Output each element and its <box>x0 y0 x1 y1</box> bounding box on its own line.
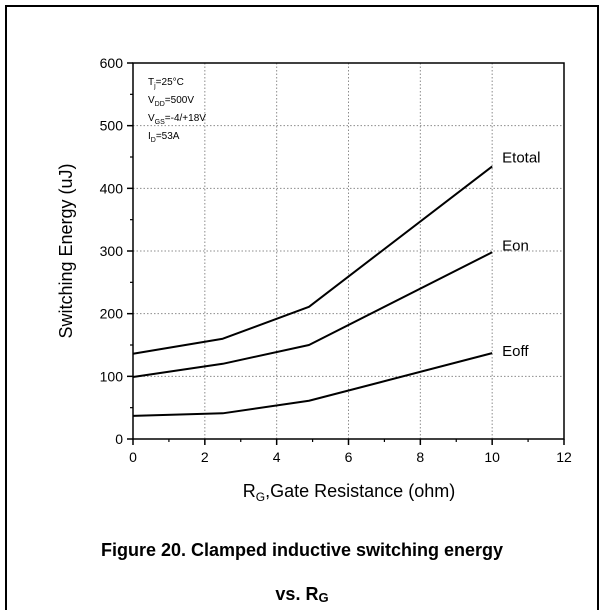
y-axis-label: Switching Energy (uJ) <box>56 163 76 338</box>
y-tick-label: 200 <box>100 306 124 322</box>
annotation-subscript: D <box>151 137 156 144</box>
x-tick-label: 8 <box>416 449 424 465</box>
annotation-value: =53A <box>156 131 180 142</box>
annotation-subscript: DD <box>155 101 165 108</box>
figure-caption-line2-main: vs. R <box>275 584 319 604</box>
annotation-symbol: T <box>148 77 154 88</box>
series-group: Etotal Eon Eoff <box>132 149 541 417</box>
figure-caption-line2: vs. RG <box>0 584 604 605</box>
annotation-line: Tj=25°C <box>148 77 184 90</box>
x-tick-label: 4 <box>273 449 281 465</box>
y-tick-label: 100 <box>100 368 124 384</box>
x-axis-label-main: R <box>243 481 256 501</box>
series-label-etotal: Etotal <box>502 149 540 166</box>
y-tick-label: 600 <box>100 55 124 71</box>
x-tick-label: 12 <box>556 449 572 465</box>
annotation-line: ID=53A <box>148 131 180 144</box>
y-tick-label: 0 <box>115 431 123 447</box>
annotation-line: VGS=-4/+18V <box>148 113 206 126</box>
series-label-eon: Eon <box>502 237 529 254</box>
figure-caption-line1: Figure 20. Clamped inductive switching e… <box>100 540 504 560</box>
annotation-line: VDD=500V <box>148 95 194 108</box>
figure-frame <box>5 5 599 610</box>
annotation-symbol: V <box>148 95 155 106</box>
y-tick-label: 500 <box>100 118 124 134</box>
y-tick-label: 400 <box>100 180 124 196</box>
annotation-subscript: GS <box>155 119 165 126</box>
x-tick-label: 2 <box>201 449 209 465</box>
tick-labels: 0 2 4 6 8 10 12 0 100 200 300 400 500 600 <box>100 55 572 465</box>
series-line-etotal <box>132 165 493 355</box>
series-label-eoff: Eoff <box>502 343 529 360</box>
y-tick-label: 300 <box>100 243 124 259</box>
x-tick-label: 0 <box>129 449 137 465</box>
annotation-symbol: I <box>148 131 151 142</box>
series-line-eon <box>132 251 493 378</box>
annotation-symbol: V <box>148 113 155 124</box>
figure-caption-line2-sub: G <box>318 590 329 605</box>
x-tick-label: 6 <box>345 449 353 465</box>
annotation-value: =25°C <box>156 77 184 88</box>
axis-ticks <box>127 62 565 445</box>
annotation-value: =500V <box>165 95 195 106</box>
annotation-subscript: j <box>153 83 156 90</box>
series-line-eoff <box>132 352 493 417</box>
x-tick-label: 10 <box>484 449 500 465</box>
annotation-value: =-4/+18V <box>165 113 206 124</box>
x-axis-label-rest: ,Gate Resistance (ohm) <box>265 481 455 501</box>
x-axis-label-sub: G <box>256 490 265 504</box>
x-axis-label: RG,Gate Resistance (ohm) <box>243 481 455 504</box>
